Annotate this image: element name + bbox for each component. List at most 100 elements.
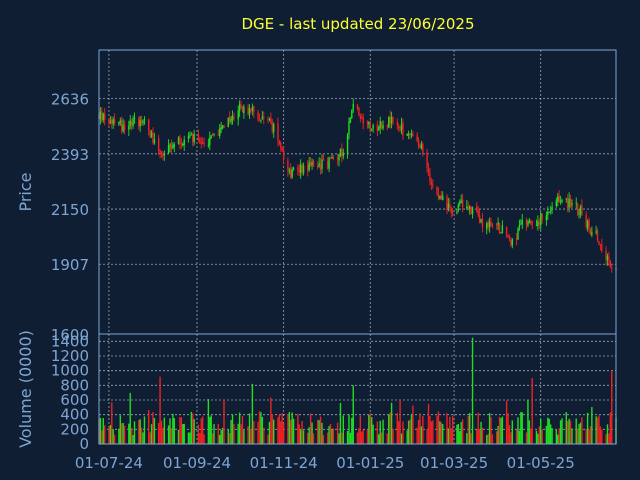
candle-body	[291, 169, 293, 178]
candle-body	[348, 121, 350, 135]
candle-body	[417, 140, 420, 147]
volume-bar	[581, 417, 583, 444]
candle-body	[517, 228, 519, 240]
candle-body	[609, 260, 612, 267]
candle-body	[138, 118, 140, 127]
candle-body	[545, 215, 548, 221]
volume-bar	[507, 413, 509, 444]
volume-bar	[442, 424, 444, 444]
candle-body	[558, 195, 560, 203]
candle-body	[203, 143, 205, 145]
candle-body	[307, 164, 309, 172]
volume-bar	[260, 412, 262, 444]
candle-body	[227, 118, 229, 127]
candle-body	[588, 219, 590, 229]
volume-bar	[143, 416, 146, 444]
volume-bar	[111, 402, 113, 444]
volume-bar	[410, 413, 413, 444]
candle-body	[111, 119, 113, 124]
candle-body	[368, 122, 370, 125]
candle-body	[447, 203, 450, 209]
candle-body	[476, 206, 478, 213]
volume-bar	[302, 430, 305, 444]
candle-body	[565, 198, 567, 200]
candle-body	[143, 119, 146, 121]
candle-body	[432, 184, 434, 186]
volume-bar	[250, 429, 252, 444]
volume-bar	[576, 428, 579, 444]
candle-body	[605, 251, 607, 260]
volume-bar	[142, 432, 144, 444]
volume-bar	[243, 430, 245, 444]
candle-body	[578, 213, 580, 215]
volume-bar	[192, 413, 194, 444]
candle-body	[500, 232, 502, 234]
volume-bar	[457, 423, 460, 444]
volume-bar	[446, 413, 448, 444]
volume-bar	[437, 411, 440, 444]
volume-bar	[113, 434, 116, 444]
volume-bar	[571, 428, 573, 444]
candle-body	[173, 144, 175, 147]
candle-body	[207, 144, 210, 146]
volume-bar	[230, 420, 232, 444]
candle-body	[341, 147, 343, 157]
candle-body	[148, 119, 150, 130]
candle-body	[179, 136, 181, 145]
candle-body	[280, 142, 282, 148]
candle-body	[260, 120, 262, 122]
volume-bar	[505, 400, 508, 444]
volume-bar	[518, 430, 521, 444]
candle-body	[240, 104, 242, 108]
volume-bar	[567, 421, 569, 444]
candle-body	[281, 147, 283, 151]
volume-bar	[490, 417, 492, 444]
volume-bar	[599, 426, 602, 444]
candle-body	[152, 132, 154, 143]
candle-body	[140, 120, 143, 124]
x-tick-label: 01-07-24	[75, 454, 143, 472]
volume-bar	[351, 417, 353, 444]
candle-body	[167, 145, 170, 154]
candle-body	[460, 200, 462, 203]
volume-tick-label: 600	[60, 391, 89, 409]
candle-body	[119, 120, 122, 123]
volume-bar	[179, 416, 181, 444]
candle-body	[501, 225, 504, 234]
volume-bar	[525, 432, 528, 444]
volume-bar	[447, 428, 450, 444]
candle-body	[170, 143, 173, 149]
candle-body	[568, 198, 570, 208]
volume-bar	[99, 417, 102, 444]
candle-body	[201, 142, 204, 144]
price-candles	[98, 98, 617, 273]
candle-body	[270, 117, 272, 124]
volume-bar	[221, 427, 224, 444]
candle-body	[326, 160, 329, 169]
volume-bar	[152, 412, 154, 444]
volume-bar	[240, 424, 242, 444]
volume-bar	[598, 415, 600, 444]
candle-body	[457, 205, 460, 211]
candle-body	[139, 120, 141, 127]
volume-bar	[189, 432, 191, 444]
volume-bar	[460, 422, 462, 444]
volume-bar	[371, 417, 373, 444]
candle-body	[160, 153, 163, 155]
candle-body	[366, 122, 369, 124]
candle-body	[380, 122, 383, 129]
volume-bar	[342, 415, 344, 444]
candle-body	[376, 124, 379, 132]
candle-body	[257, 112, 259, 120]
candle-body	[589, 228, 592, 235]
volume-bar	[531, 378, 533, 444]
candle-body	[271, 122, 273, 132]
volume-bar	[402, 421, 404, 444]
volume-bar	[481, 427, 484, 444]
volume-bar	[301, 421, 303, 444]
volume-bar	[416, 427, 418, 444]
volume-bar	[169, 418, 171, 444]
candle-body	[193, 133, 195, 143]
candle-body	[192, 133, 194, 143]
candle-body	[199, 139, 201, 144]
